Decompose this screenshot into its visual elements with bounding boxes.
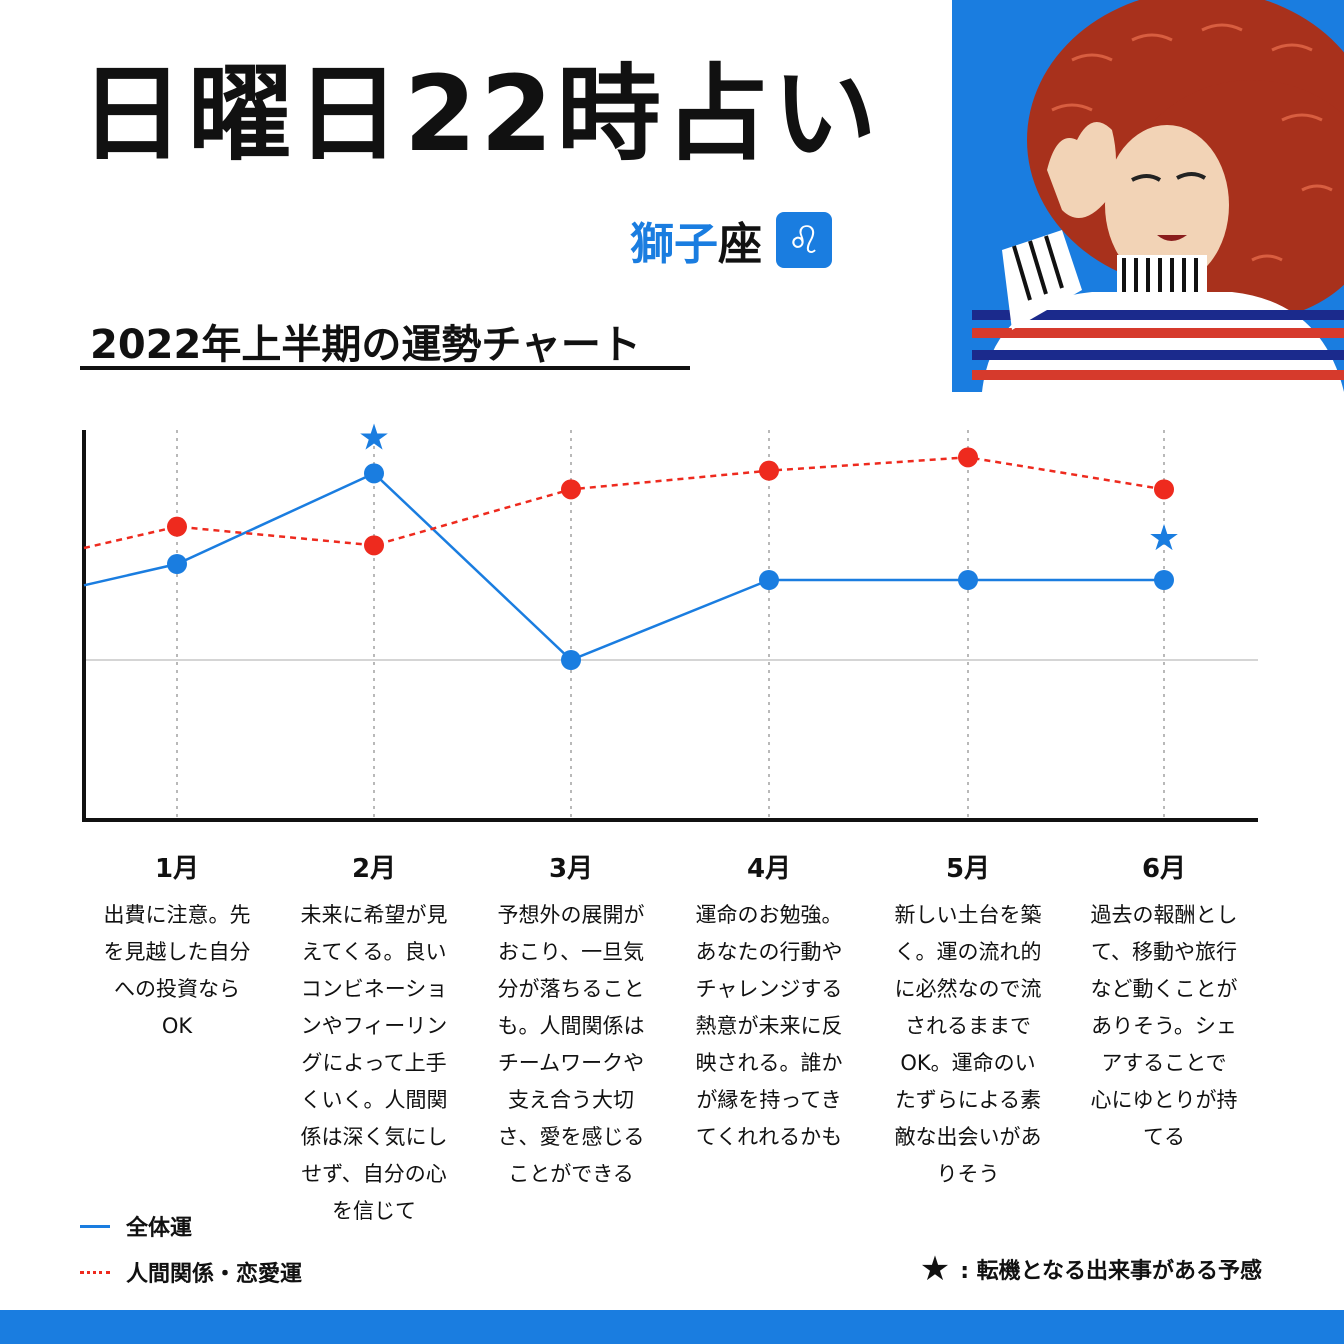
month-description-2: 未来に希望が見 えてくる。良い コンビネーショ ンやフィーリン グによって上手 … bbox=[300, 903, 448, 1223]
legend-relationship-label: 人間関係・恋愛運 bbox=[126, 1262, 303, 1287]
subtitle-underline bbox=[80, 366, 690, 370]
month-description-4: 運命のお勉強。 あなたの行動や チャレンジする 熱意が未来に反 映される。誰か … bbox=[695, 903, 843, 1149]
turning-point-star-1: ★ bbox=[358, 417, 390, 458]
month-label-5: 5月 bbox=[945, 854, 991, 884]
series-1-point-5 bbox=[958, 570, 978, 590]
series-line-1 bbox=[83, 471, 1164, 662]
month-description-5: 新しい土台を築 く。運の流れ的 に必然なので流 されるままで OK。運命のい た… bbox=[894, 903, 1042, 1186]
month-label-2: 2月 bbox=[351, 854, 397, 884]
turning-point-star-2: ★ bbox=[1148, 518, 1180, 559]
legend-overall-label: 全体運 bbox=[126, 1216, 193, 1241]
series-2-point-4 bbox=[759, 460, 779, 481]
series-1-point-4 bbox=[759, 570, 779, 590]
legend-solid-line-icon bbox=[80, 1224, 110, 1228]
month-label-6: 6月 bbox=[1141, 854, 1187, 884]
turning-point-note-text: : 転機となる出来事がある予感 bbox=[960, 1259, 1262, 1284]
series-1-point-1 bbox=[167, 554, 187, 574]
series-line-2 bbox=[83, 456, 1165, 550]
month-description-3: 予想外の展開が おこり、一旦気 分が落ちること も。人間関係は チームワークや … bbox=[497, 903, 645, 1186]
legend-overall: 全体運 bbox=[80, 1210, 192, 1242]
series-2-point-5 bbox=[958, 447, 978, 468]
series-2-point-6 bbox=[1154, 479, 1174, 500]
chart-subtitle: 2022年上半期の運勢チャート bbox=[90, 322, 641, 368]
fortune-line-chart: ★★ bbox=[82, 417, 1258, 822]
sign-name-suffix: 座 bbox=[718, 219, 762, 270]
footer-bar bbox=[0, 1310, 1344, 1344]
zodiac-sign: 獅子座 ♌ bbox=[630, 210, 832, 270]
page-title: 日曜日22時占い bbox=[80, 53, 881, 175]
legend-dashed-line-icon bbox=[80, 1270, 110, 1274]
turning-point-note: ★ : 転機となる出来事がある予感 bbox=[920, 1252, 1262, 1286]
month-description-6: 過去の報酬とし て、移動や旅行 など動くことが ありそう。シェ アすることで 心… bbox=[1090, 903, 1238, 1149]
month-label-3: 3月 bbox=[548, 854, 594, 884]
month-description-1: 出費に注意。先 を見越した自分 への投資なら OK bbox=[103, 903, 251, 1038]
series-2-point-2 bbox=[364, 535, 384, 556]
series-1-point-6 bbox=[1154, 570, 1174, 590]
series-2-point-1 bbox=[167, 516, 187, 537]
leo-icon: ♌ bbox=[776, 212, 832, 268]
sign-name-prefix: 獅子 bbox=[630, 219, 718, 270]
star-icon: ★ bbox=[919, 1249, 951, 1289]
portrait-illustration bbox=[952, 0, 1344, 392]
series-2-point-3 bbox=[561, 479, 581, 500]
month-label-4: 4月 bbox=[746, 854, 792, 884]
series-1-point-2 bbox=[364, 463, 384, 484]
legend-relationship: 人間関係・恋愛運 bbox=[80, 1256, 302, 1288]
series-1-point-3 bbox=[561, 650, 581, 670]
month-label-1: 1月 bbox=[154, 854, 200, 884]
